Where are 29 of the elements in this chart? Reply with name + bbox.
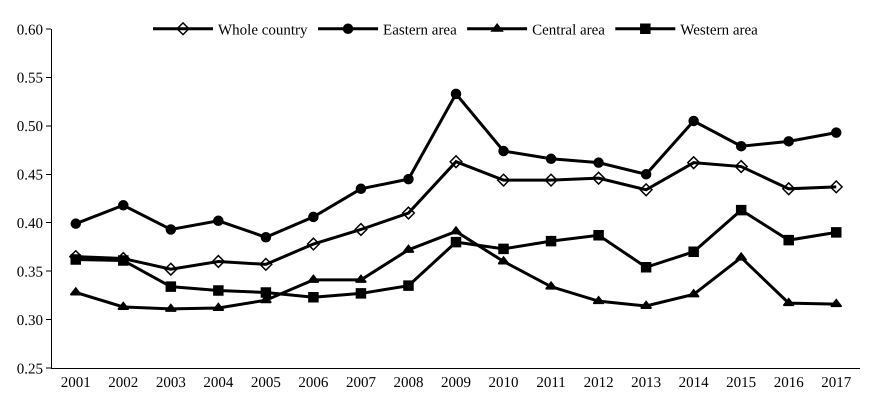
x-tick-label: 2017 — [821, 375, 852, 391]
x-tick-label: 2004 — [203, 375, 234, 391]
y-tick-label: 0.25 — [16, 361, 43, 378]
x-tick-label: 2009 — [441, 375, 471, 391]
x-tick-label: 2011 — [536, 375, 566, 391]
x-tick-label: 2005 — [250, 375, 281, 391]
x-tick-label: 2007 — [346, 375, 376, 391]
x-tick-label: 2003 — [156, 375, 186, 391]
x-tick-label: 2006 — [298, 375, 329, 391]
legend-label: Eastern area — [383, 22, 458, 39]
legend-label: Central area — [532, 22, 606, 39]
x-tick-label: 2012 — [584, 375, 614, 391]
x-tick-label: 2016 — [774, 375, 804, 391]
legend-label: Western area — [680, 22, 758, 39]
y-tick-label: 0.55 — [16, 70, 43, 87]
x-tick-label: 2014 — [678, 375, 710, 391]
y-tick-label: 0.60 — [16, 22, 43, 38]
x-tick-label: 2010 — [488, 375, 519, 391]
legend-label: Whole country — [218, 22, 308, 39]
x-tick-label: 2015 — [726, 375, 756, 391]
x-tick-label: 2008 — [393, 375, 424, 391]
x-tick-label: 2013 — [631, 375, 662, 391]
y-tick-label: 0.30 — [16, 312, 43, 329]
x-tick-label: 2002 — [108, 375, 138, 391]
y-tick-label: 0.45 — [16, 168, 43, 184]
y-tick-label: 0.40 — [16, 216, 43, 232]
y-tick-label: 0.35 — [16, 264, 43, 280]
y-tick-label: 0.50 — [16, 119, 43, 136]
x-tick-label: 2001 — [60, 375, 91, 391]
